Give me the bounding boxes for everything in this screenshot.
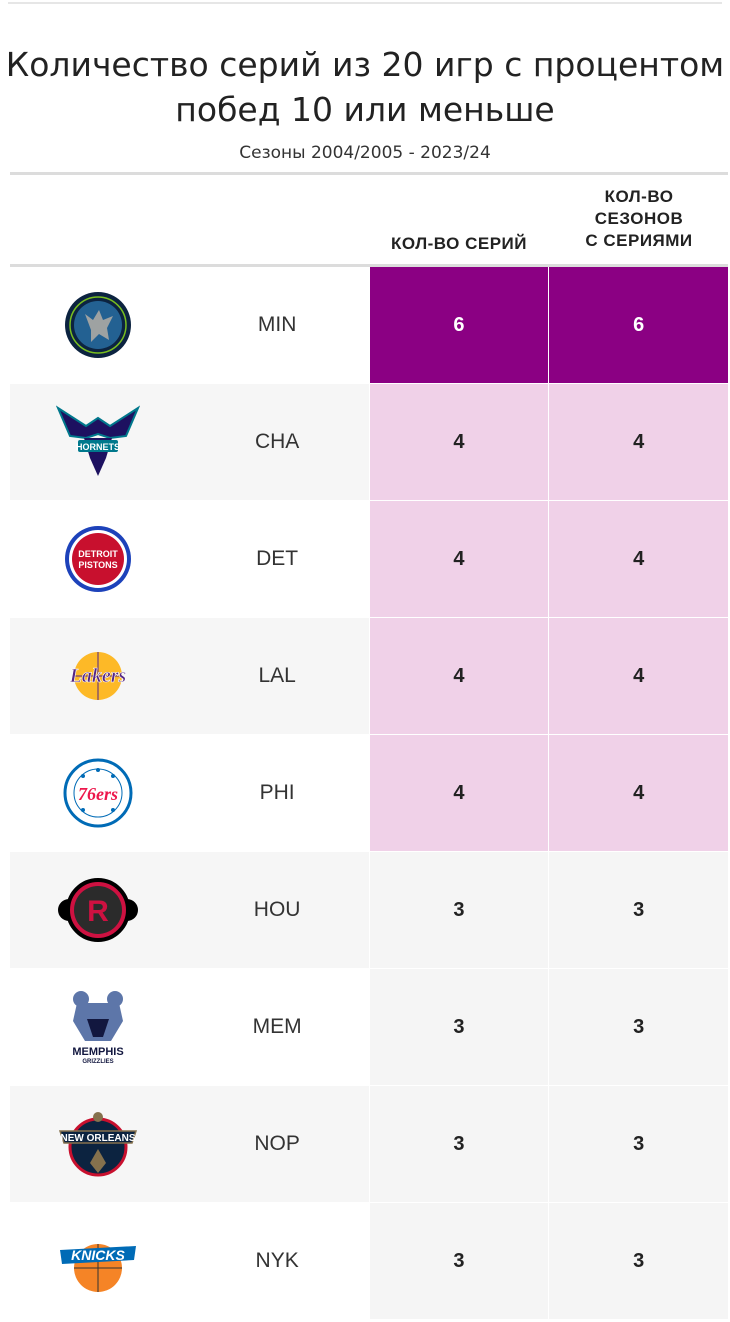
seasons-count: 6: [549, 267, 728, 383]
hornets-logo-icon: HORNETS: [55, 400, 140, 484]
series-count: 3: [369, 852, 549, 968]
pistons-logo-icon: DETROIT PISTONS: [56, 517, 140, 601]
page-subtitle: Сезоны 2004/2005 - 2023/24: [239, 143, 491, 163]
table-row: KNICKS NYK 3 3: [10, 1203, 728, 1320]
svg-text:GRIZZLIES: GRIZZLIES: [82, 1059, 113, 1065]
seasons-count: 3: [549, 1086, 728, 1202]
title-line-1: Количество серий из 20 игр с процентом: [5, 45, 725, 84]
seasons-count: 4: [549, 618, 728, 734]
team-logo-cell: [10, 267, 186, 383]
title-line-2: побед 10 или меньше: [175, 90, 555, 129]
table-row: HORNETS CHA 4 4: [10, 384, 728, 501]
svg-text:Lakers: Lakers: [69, 665, 127, 687]
team-logo-cell: MEMPHIS GRIZZLIES: [10, 969, 186, 1085]
team-logo-cell: 76ers: [10, 735, 186, 851]
series-count: 4: [369, 618, 549, 734]
series-count: 4: [369, 384, 549, 500]
series-count: 3: [369, 1203, 549, 1319]
seasons-count: 4: [549, 735, 728, 851]
svg-text:76ers: 76ers: [78, 784, 118, 804]
team-abbr: MIN: [185, 267, 369, 383]
team-logo-cell: NEW ORLEANS: [10, 1086, 186, 1202]
team-abbr: HOU: [185, 852, 369, 968]
knicks-logo-icon: KNICKS: [56, 1219, 140, 1303]
team-abbr: PHI: [185, 735, 369, 851]
series-count: 6: [369, 267, 549, 383]
table-row: NEW ORLEANS NOP 3 3: [10, 1086, 728, 1203]
team-logo-cell: DETROIT PISTONS: [10, 501, 186, 617]
seasons-count: 3: [549, 969, 728, 1085]
seasons-count: 3: [549, 1203, 728, 1319]
76ers-logo-icon: 76ers: [56, 751, 140, 835]
team-abbr: LAL: [185, 618, 369, 734]
series-count: 4: [369, 501, 549, 617]
column-header-seasons: КОЛ-ВО СЕЗОНОВ С СЕРИЯМИ: [585, 187, 693, 250]
team-abbr: NOP: [185, 1086, 369, 1202]
svg-text:DETROIT: DETROIT: [78, 549, 118, 559]
column-header-divider: [10, 264, 728, 267]
seasons-count: 4: [549, 501, 728, 617]
header-divider: [10, 172, 728, 175]
table-row: R HOU 3 3: [10, 852, 728, 969]
rockets-logo-icon: R: [56, 868, 140, 952]
table-row: MIN 6 6: [10, 267, 728, 384]
team-abbr: CHA: [185, 384, 369, 500]
table-row: Lakers LAL 4 4: [10, 618, 728, 735]
pelicans-logo-icon: NEW ORLEANS: [56, 1102, 140, 1186]
svg-text:KNICKS: KNICKS: [71, 1247, 125, 1263]
team-logo-cell: Lakers: [10, 618, 186, 734]
page-title: Количество серий из 20 игр с процентом п…: [0, 42, 730, 132]
table-row: MEMPHIS GRIZZLIES MEM 3 3: [10, 969, 728, 1086]
stats-table: MIN 6 6 HORNETS CHA 4 4 DETROIT PISTONS DET 4 4 Lake…: [10, 267, 728, 1320]
team-logo-cell: R: [10, 852, 186, 968]
series-count: 4: [369, 735, 549, 851]
svg-text:R: R: [87, 895, 109, 928]
svg-text:HORNETS: HORNETS: [76, 442, 120, 452]
lakers-logo-icon: Lakers: [56, 634, 140, 718]
top-divider: [8, 2, 722, 4]
column-header-series: КОЛ-ВО СЕРИЙ: [391, 234, 527, 253]
seasons-count: 3: [549, 852, 728, 968]
team-abbr: MEM: [185, 969, 369, 1085]
team-abbr: NYK: [185, 1203, 369, 1319]
team-abbr: DET: [185, 501, 369, 617]
seasons-count: 4: [549, 384, 728, 500]
team-logo-cell: KNICKS: [10, 1203, 186, 1319]
series-count: 3: [369, 969, 549, 1085]
svg-text:MEMPHIS: MEMPHIS: [72, 1046, 123, 1058]
table-row: DETROIT PISTONS DET 4 4: [10, 501, 728, 618]
timberwolves-logo-icon: [56, 283, 140, 367]
series-count: 3: [369, 1086, 549, 1202]
svg-text:PISTONS: PISTONS: [78, 560, 117, 570]
grizzlies-logo-icon: MEMPHIS GRIZZLIES: [56, 985, 140, 1069]
team-logo-cell: HORNETS: [10, 384, 186, 500]
svg-text:NEW ORLEANS: NEW ORLEANS: [60, 1133, 135, 1144]
table-row: 76ers PHI 4 4: [10, 735, 728, 852]
